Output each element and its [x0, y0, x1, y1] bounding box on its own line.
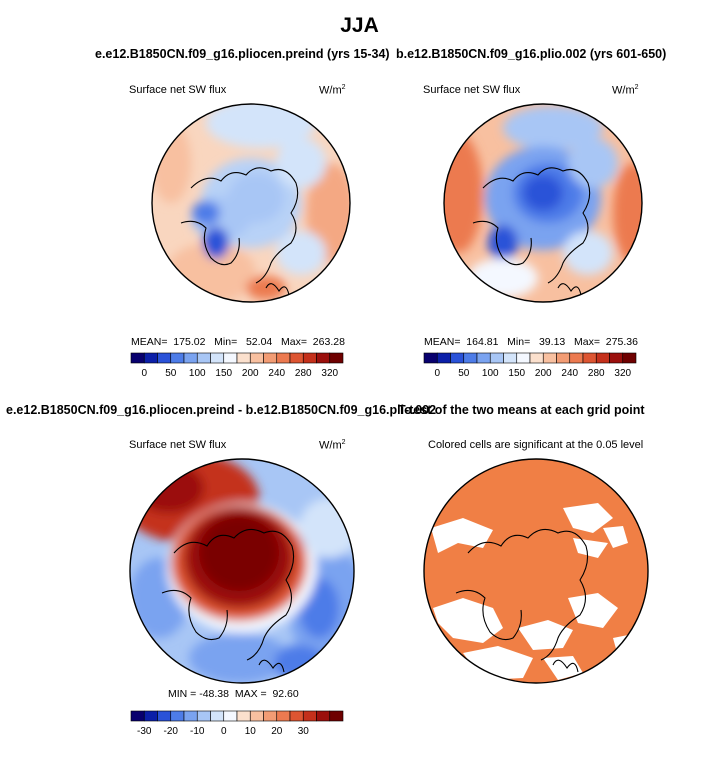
- colorbar-swatch: [223, 352, 238, 364]
- panel-2-stats: MEAN= 164.81 Min= 39.13 Max= 275.36: [424, 336, 638, 348]
- colorbar-tick-label: 50: [165, 368, 177, 379]
- colorbar-swatch: [316, 352, 331, 364]
- colorbar-tick-label: 10: [245, 726, 257, 737]
- colorbar-swatch: [210, 710, 225, 722]
- panel-2-units: W/m2: [612, 84, 639, 97]
- colorbar-swatch: [476, 352, 491, 364]
- colorbar-swatch: [130, 352, 145, 364]
- colorbar-tick-label: 320: [321, 368, 338, 379]
- panel-1-subtitle: Surface net SW flux: [129, 84, 227, 96]
- colorbar-tick-label: 320: [614, 368, 631, 379]
- colorbar-swatch: [249, 352, 264, 364]
- panel-3-stats: MIN = -48.38 MAX = 92.60: [168, 688, 299, 700]
- panel-4-subtitle: Colored cells are significant at the 0.0…: [428, 439, 644, 451]
- panel-3-title: e.e12.B1850CN.f09_g16.pliocen.preind - b…: [6, 403, 437, 417]
- panel-1-title: e.e12.B1850CN.f09_g16.pliocen.preind (yr…: [95, 47, 390, 61]
- colorbar-swatch: [302, 710, 317, 722]
- colorbar-tick-label: 200: [242, 368, 259, 379]
- colorbar-swatch: [183, 710, 198, 722]
- colorbar-swatch: [529, 352, 544, 364]
- colorbar-swatch: [595, 352, 610, 364]
- colorbar-swatch: [170, 710, 185, 722]
- colorbar-swatch: [329, 710, 344, 722]
- colorbar-swatch: [450, 352, 465, 364]
- colorbar-swatch: [329, 352, 344, 364]
- panel-3-map: [129, 458, 355, 684]
- panel-2-colorbar: 0 50 100 150 200 240 280 320: [423, 352, 637, 379]
- panel-3-units: W/m2: [319, 439, 346, 452]
- colorbar-swatch: [249, 710, 264, 722]
- colorbar-swatch: [423, 352, 438, 364]
- colorbar-swatch: [503, 352, 518, 364]
- colorbar-tick-label: 0: [434, 368, 440, 379]
- colorbar-tick-label: 20: [271, 726, 283, 737]
- colorbar-tick-label: 150: [215, 368, 232, 379]
- colorbar-swatch: [143, 710, 158, 722]
- colorbar-swatch: [210, 352, 225, 364]
- colorbar-swatch: [276, 710, 291, 722]
- panel-4-title: T-test of the two means at each grid poi…: [398, 403, 645, 417]
- panel-3-colorbar: -30 -20 -10 0 10 20 30: [130, 710, 344, 737]
- colorbar-tick-label: 0: [221, 726, 227, 737]
- panel-1-units: W/m2: [319, 84, 346, 97]
- colorbar-swatch: [316, 710, 331, 722]
- colorbar-swatch: [289, 352, 304, 364]
- colorbar-tick-label: -10: [190, 726, 205, 737]
- colorbar-swatch: [223, 710, 238, 722]
- colorbar-swatch: [170, 352, 185, 364]
- colorbar-swatch: [489, 352, 504, 364]
- panel-4-map: [423, 458, 649, 684]
- colorbar-swatch: [542, 352, 557, 364]
- colorbar-swatch: [236, 710, 251, 722]
- colorbar-swatch: [196, 352, 211, 364]
- colorbar-tick-label: -20: [164, 726, 179, 737]
- colorbar-swatch: [302, 352, 317, 364]
- colorbar-swatch: [236, 352, 251, 364]
- colorbar-swatch: [130, 710, 145, 722]
- colorbar-swatch: [556, 352, 571, 364]
- panel-3-subtitle: Surface net SW flux: [129, 439, 227, 451]
- colorbar-tick-label: -30: [137, 726, 152, 737]
- colorbar-swatch: [263, 352, 278, 364]
- panel-2-subtitle: Surface net SW flux: [423, 84, 521, 96]
- colorbar-tick-label: 30: [298, 726, 310, 737]
- colorbar-tick-label: 280: [295, 368, 312, 379]
- colorbar-swatch: [582, 352, 597, 364]
- colorbar-swatch: [157, 710, 172, 722]
- colorbar-swatch: [622, 352, 637, 364]
- colorbar-swatch: [609, 352, 624, 364]
- colorbar-tick-label: 150: [508, 368, 525, 379]
- colorbar-tick-label: 200: [535, 368, 552, 379]
- panel-1-stats: MEAN= 175.02 Min= 52.04 Max= 263.28: [131, 336, 345, 348]
- colorbar-tick-label: 50: [458, 368, 470, 379]
- colorbar-swatch: [157, 352, 172, 364]
- colorbar-swatch: [436, 352, 451, 364]
- colorbar-swatch: [196, 710, 211, 722]
- colorbar-swatch: [516, 352, 531, 364]
- colorbar-tick-label: 280: [588, 368, 605, 379]
- main-title: JJA: [340, 14, 379, 37]
- colorbar-swatch: [143, 352, 158, 364]
- colorbar-swatch: [263, 710, 278, 722]
- panel-2-map: [443, 103, 643, 303]
- colorbar-tick-label: 0: [141, 368, 147, 379]
- colorbar-swatch: [463, 352, 478, 364]
- colorbar-swatch: [183, 352, 198, 364]
- panel-1-map: [151, 103, 351, 303]
- colorbar-swatch: [276, 352, 291, 364]
- panel-2-title: b.e12.B1850CN.f09_g16.plio.002 (yrs 601-…: [396, 47, 667, 61]
- colorbar-tick-label: 100: [482, 368, 499, 379]
- colorbar-swatch: [289, 710, 304, 722]
- colorbar-tick-label: 100: [189, 368, 206, 379]
- panel-1-colorbar: 0 50 100 150 200 240 280 320: [130, 352, 344, 379]
- colorbar-swatch: [569, 352, 584, 364]
- colorbar-tick-label: 240: [268, 368, 285, 379]
- colorbar-tick-label: 240: [561, 368, 578, 379]
